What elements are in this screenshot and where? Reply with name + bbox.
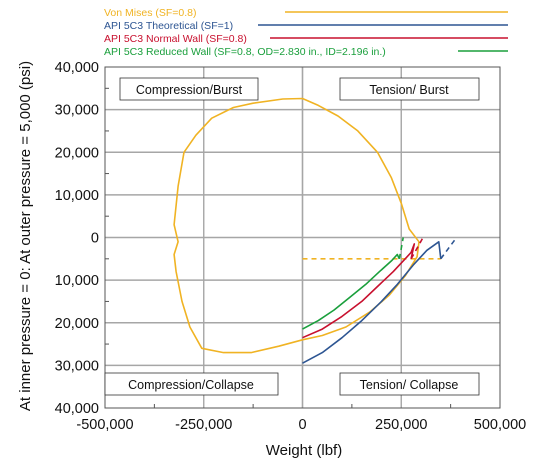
plot-border: [104, 66, 501, 409]
series-dashed-3: [398, 237, 404, 259]
region-box-compression-burst: [119, 77, 259, 101]
y-tick-label: 30,000: [55, 358, 99, 374]
series-dashed-2: [410, 237, 424, 260]
legend-entry-label: API 5C3 Reduced Wall (SF=0.8, OD=2.830 i…: [104, 46, 386, 58]
y-axis-title: At inner pressure = 0: At outer pressure…: [17, 61, 34, 411]
series-line-0: [173, 97, 420, 354]
y-tick-label: 40,000: [55, 60, 99, 76]
plot-frame: [104, 66, 501, 409]
region-label-tension-collapse: Tension/ Collapse: [360, 378, 459, 392]
legend-entry-label: Von Mises (SF=0.8): [104, 7, 197, 19]
region-box-compression-collapse: [104, 372, 279, 396]
region-label-compression-collapse: Compression/Collapse: [128, 378, 254, 392]
grid: [105, 67, 500, 408]
minor-ticks: [105, 87, 452, 408]
region-labels: Compression/Burst Tension/ Burst Compres…: [104, 77, 480, 396]
y-tick-label: 20,000: [55, 145, 99, 161]
legend-entry-label: API 5C3 Normal Wall (SF=0.8): [104, 33, 247, 45]
x-tick-labels: -500,000 -250,000 0 250,000 500,000: [76, 417, 526, 433]
x-tick-label: -250,000: [175, 417, 232, 433]
x-tick-label: 250,000: [375, 417, 427, 433]
series-dashed-1: [440, 237, 458, 260]
series-line-2: [302, 243, 416, 339]
series-line-1: [302, 241, 442, 364]
legend-entry-label: API 5C3 Theoretical (SF=1): [104, 20, 233, 32]
x-axis-title: Weight (lbf): [266, 442, 342, 459]
y-tick-labels: 40,000 30,000 20,000 10,000 0 10,000 20,000 30,…: [55, 60, 99, 417]
y-tick-label: 10,000: [55, 188, 99, 204]
region-label-tension-burst: Tension/ Burst: [369, 83, 449, 97]
y-tick-label: 0: [91, 231, 99, 247]
y-tick-label: 20,000: [55, 316, 99, 332]
region-box-tension-burst: [339, 77, 480, 101]
x-tick-label: 500,000: [474, 417, 526, 433]
series-line-3: [302, 253, 401, 330]
region-box-tension-collapse: [339, 372, 480, 396]
y-tick-label: 30,000: [55, 103, 99, 119]
legend: Von Mises (SF=0.8)API 5C3 Theoretical (S…: [104, 7, 508, 58]
x-tick-label: -500,000: [76, 417, 133, 433]
y-tick-label: 40,000: [55, 401, 99, 417]
region-label-compression-burst: Compression/Burst: [136, 83, 243, 97]
y-tick-label: 10,000: [55, 273, 99, 289]
x-tick-label: 0: [298, 417, 306, 433]
series-layer: [173, 97, 458, 364]
